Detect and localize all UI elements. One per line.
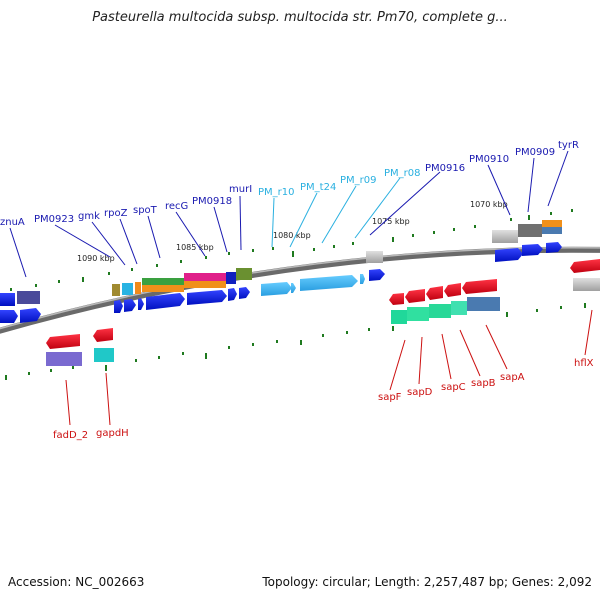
gene-label: hflX [574,358,594,369]
gene-block [429,304,451,318]
gene-block [135,282,141,294]
gene-label: PM_r10 [258,187,295,198]
gene-block [112,284,120,296]
accession-label: Accession: NC_002663 [8,575,145,589]
gene-label: sapD [407,387,433,398]
gene-arrow [389,293,404,305]
gene-arrow [20,308,41,323]
reverse-tick-row [5,303,586,380]
gene-block [492,230,518,243]
forward-gene-labels: znuA PM0923 gmk rpoZ spoT recG PM0918 mu… [0,140,579,228]
gene-arrow [369,269,385,281]
gene-arrow [239,287,250,299]
gene-label: PM_r08 [384,168,421,179]
gene-label: spoT [133,205,158,216]
gene-label: fadD_2 [53,430,88,441]
scale-label: 1085 kbp [176,243,214,252]
gene-block [142,285,184,292]
gene-label: PM_r09 [340,175,377,186]
forward-outer-genes [0,220,562,306]
reverse-gene-labels: fadD_2 gapdH sapF sapD sapC sapB sapA hf… [53,358,594,441]
gene-block [391,310,407,324]
gene-label: sapF [378,392,402,403]
gene-block [184,273,226,281]
reverse-inner-genes [46,278,600,366]
scale-label: 1070 kbp [470,200,508,209]
gene-label: sapB [471,378,496,389]
forward-tick-row [10,209,573,291]
gene-arrow [114,300,123,313]
gene-label: gmk [78,211,100,222]
gene-arrow [291,283,296,293]
gene-label: sapA [500,372,525,383]
gene-label: znuA [0,217,25,228]
gene-label: recG [165,201,188,212]
gene-label: tyrR [558,140,579,151]
reverse-leader-lines [65,309,593,426]
gene-block [366,251,383,263]
gene-arrow [426,286,443,300]
gene-arrow [138,298,144,310]
gene-arrow [124,299,136,312]
gene-arrow [405,289,425,303]
gene-block [142,278,184,285]
gene-label: PM0916 [425,163,465,174]
gene-label: PM0923 [34,214,74,225]
gene-block [226,272,236,284]
gene-label: gapdH [96,428,129,439]
gene-arrow [360,274,365,284]
forward-leader-lines [9,150,569,278]
map-title: Pasteurella multocida subsp. multocida s… [92,10,508,25]
scale-label: 1075 kbp [372,217,410,226]
gene-label: rpoZ [104,208,128,219]
gene-arrow [93,328,113,342]
gene-arrow [187,290,227,305]
scale-label: 1090 kbp [77,254,115,263]
gene-arrow [46,334,80,349]
gene-arrow [300,275,358,291]
gene-arrow [146,293,185,310]
topology-label: Topology: circular; Length: 2,257,487 bp… [262,575,592,589]
gene-block [17,291,40,304]
gene-block [542,227,562,234]
gene-block [46,352,82,366]
gene-arrow [495,248,523,262]
scale-labels: 1090 kbp 1085 kbp 1080 kbp 1075 kbp 1070… [77,200,508,263]
gene-arrow [261,282,292,296]
gene-arrow [444,283,461,297]
gene-arrow [570,259,600,273]
gene-block [407,307,429,321]
gene-label: PM0910 [469,154,509,165]
gene-block [0,293,15,306]
gene-arrow [462,279,497,294]
gene-arrow [522,244,543,256]
reverse-genes [46,259,600,349]
scale-label: 1080 kbp [273,231,311,240]
gene-label: murI [229,184,252,195]
gene-label: PM0909 [515,147,555,158]
gene-block [518,224,542,237]
gene-block [573,278,600,291]
gene-arrow [0,310,18,323]
gene-label: sapC [441,382,466,393]
gene-arrow [228,288,237,301]
forward-genes [0,242,562,323]
gene-block [184,281,226,288]
gene-label: PM0918 [192,196,232,207]
gene-block [542,220,562,227]
gene-block [122,283,133,295]
gene-block [467,297,500,311]
gene-arrow [546,242,562,253]
gene-block [94,348,114,362]
gene-label: PM_t24 [300,182,336,193]
gene-block [451,301,467,315]
gene-block [236,268,252,280]
